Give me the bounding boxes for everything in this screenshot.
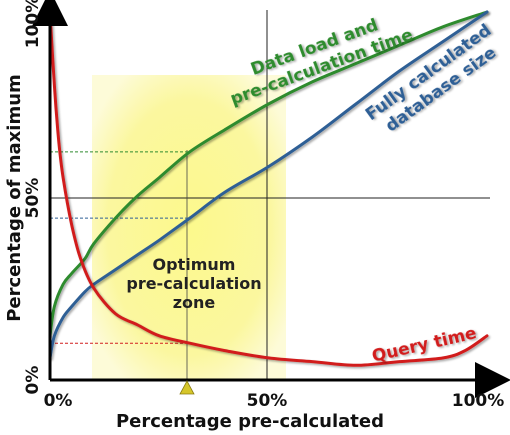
series-layer [48,10,489,367]
zone-label-line: Optimum [153,255,236,274]
y-tick-label: 100% [23,0,43,48]
x-axis-label: Percentage pre-calculated [116,411,384,432]
y-axis-label: Percentage of maximum [4,74,25,322]
zone-layer [92,75,286,380]
database-size-series-line [48,10,489,360]
axes-layer [32,0,510,398]
query-time-series-line [48,10,489,367]
zone-label-line: zone [173,293,216,312]
dashed-layer [50,151,190,344]
x-tick-label: 0% [44,391,73,411]
data-load-series-line [48,10,489,338]
y-tick-label: 50% [23,178,43,219]
optimum-zone-band [92,75,286,380]
zone-label-line: pre-calculation [126,274,261,293]
zone-marker-triangle [179,380,195,395]
y-tick-label: 0% [23,366,43,395]
tick-layer: 0% 50% 100% 0% 50% 100% [23,0,504,411]
x-tick-label: 50% [247,391,288,411]
x-tick-label: 100% [452,391,505,411]
